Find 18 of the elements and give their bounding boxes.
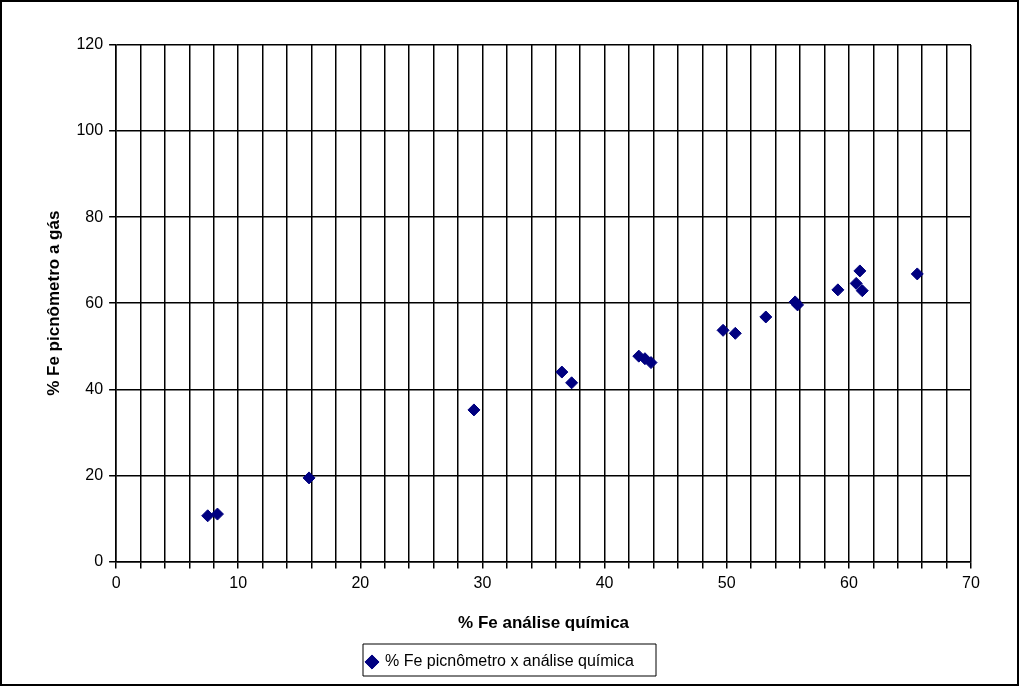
y-tick-label: 20 (85, 465, 104, 483)
x-tick-label: 50 (717, 574, 736, 592)
x-tick-label: 0 (111, 574, 121, 592)
x-tick-label: 60 (839, 574, 858, 592)
x-tick-label: 20 (351, 574, 370, 592)
x-tick-label: 10 (229, 574, 248, 592)
y-tick-label: 80 (85, 207, 104, 225)
x-tick-label: 30 (473, 574, 492, 592)
x-tick-label: 40 (595, 574, 614, 592)
y-tick-label: 0 (94, 551, 104, 569)
x-axis-title: % Fe análise química (458, 613, 630, 633)
y-tick-label: 60 (85, 293, 104, 311)
y-axis-title: % Fe picnômetro a gás (43, 210, 63, 396)
x-tick-label: 70 (962, 574, 980, 592)
legend-label: % Fe picnômetro x análise química (385, 652, 635, 670)
y-tick-label: 100 (76, 121, 104, 139)
y-tick-label: 120 (76, 35, 104, 53)
y-tick-label: 40 (85, 379, 104, 397)
